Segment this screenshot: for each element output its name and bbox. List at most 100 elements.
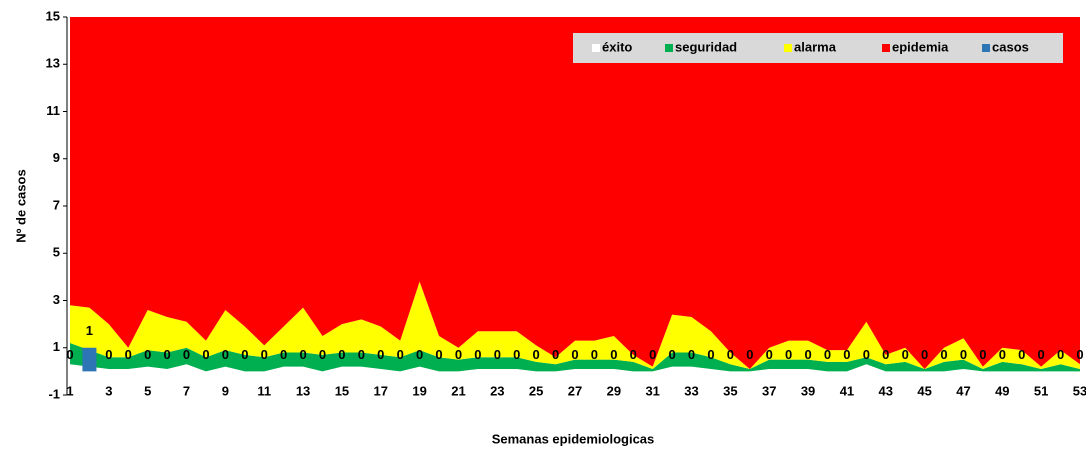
data-label: 0 <box>455 347 462 362</box>
data-label: 0 <box>940 347 947 362</box>
x-tick-label: 51 <box>1034 383 1048 398</box>
x-tick-label: 49 <box>995 383 1009 398</box>
area-2 <box>70 281 1080 370</box>
data-label: 0 <box>804 347 811 362</box>
data-label: 0 <box>1057 347 1064 362</box>
legend-marker <box>592 44 600 52</box>
data-label: 0 <box>299 347 306 362</box>
x-tick-label: 31 <box>645 383 659 398</box>
legend-label: alarma <box>794 39 837 54</box>
y-axis-label: Nº de casos <box>13 169 28 242</box>
x-tick-label: 47 <box>956 383 970 398</box>
x-tick-label: 3 <box>105 383 112 398</box>
x-tick-label: 17 <box>374 383 388 398</box>
y-tick-label: 7 <box>53 197 60 212</box>
data-label: 0 <box>416 347 423 362</box>
x-tick-label: 23 <box>490 383 504 398</box>
data-label: 0 <box>183 347 190 362</box>
data-label: 0 <box>105 347 112 362</box>
data-label: 0 <box>222 347 229 362</box>
data-label: 0 <box>474 347 481 362</box>
data-label: 0 <box>319 347 326 362</box>
y-tick-label: 3 <box>53 292 60 307</box>
y-tick-label: 15 <box>46 8 60 23</box>
data-label: 0 <box>533 347 540 362</box>
x-tick-label: 43 <box>879 383 893 398</box>
data-label: 0 <box>824 347 831 362</box>
data-label: 0 <box>863 347 870 362</box>
x-tick-label: 21 <box>451 383 465 398</box>
data-label: 0 <box>591 347 598 362</box>
data-label: 0 <box>999 347 1006 362</box>
x-tick-label: 9 <box>222 383 229 398</box>
legend-marker <box>665 44 673 52</box>
x-tick-label: 27 <box>568 383 582 398</box>
legend-label: éxito <box>602 39 632 54</box>
data-label: 0 <box>241 347 248 362</box>
x-tick-label: 25 <box>529 383 543 398</box>
x-tick-label: 1 <box>66 383 73 398</box>
data-label: 0 <box>610 347 617 362</box>
data-label: 0 <box>785 347 792 362</box>
data-label: 0 <box>1018 347 1025 362</box>
data-label: 0 <box>688 347 695 362</box>
data-label: 0 <box>261 347 268 362</box>
data-label: 0 <box>882 347 889 362</box>
data-label: 0 <box>727 347 734 362</box>
data-label: 0 <box>843 347 850 362</box>
x-tick-label: 11 <box>257 383 271 398</box>
data-label: 0 <box>125 347 132 362</box>
x-tick-label: 37 <box>762 383 776 398</box>
legend-marker <box>882 44 890 52</box>
legend-label: seguridad <box>675 39 737 54</box>
data-label: 0 <box>144 347 151 362</box>
x-tick-label: 45 <box>917 383 931 398</box>
y-tick-label: 11 <box>46 103 60 118</box>
data-label: 0 <box>1076 347 1083 362</box>
data-label: 0 <box>1038 347 1045 362</box>
x-tick-label: 33 <box>684 383 698 398</box>
data-label: 0 <box>513 347 520 362</box>
legend-marker <box>784 44 792 52</box>
x-tick-label: 53 <box>1073 383 1086 398</box>
data-label: 0 <box>766 347 773 362</box>
legend-box <box>573 33 1063 63</box>
area-0 <box>70 364 1080 372</box>
x-tick-label: 15 <box>335 383 349 398</box>
data-label: 0 <box>66 347 73 362</box>
x-tick-label: 13 <box>296 383 310 398</box>
x-tick-label: 7 <box>183 383 190 398</box>
data-label: 0 <box>163 347 170 362</box>
legend-label: casos <box>992 39 1029 54</box>
data-label: 0 <box>960 347 967 362</box>
data-label: 0 <box>649 347 656 362</box>
data-label: 0 <box>552 347 559 362</box>
legend-marker <box>982 44 990 52</box>
data-label: 0 <box>668 347 675 362</box>
data-label: 0 <box>435 347 442 362</box>
x-tick-label: 19 <box>412 383 426 398</box>
x-axis-label: Semanas epidemiologicas <box>492 431 655 446</box>
data-label: 0 <box>902 347 909 362</box>
x-tick-label: 39 <box>801 383 815 398</box>
y-tick-label: 9 <box>53 150 60 165</box>
data-label: 0 <box>358 347 365 362</box>
data-label: 0 <box>630 347 637 362</box>
data-label: 0 <box>921 347 928 362</box>
data-label: 0 <box>338 347 345 362</box>
y-tick-label: 5 <box>53 245 60 260</box>
data-label: 0 <box>707 347 714 362</box>
x-tick-label: 41 <box>840 383 854 398</box>
data-label: 0 <box>571 347 578 362</box>
data-label: 0 <box>397 347 404 362</box>
data-label: 0 <box>377 347 384 362</box>
data-label: 0 <box>746 347 753 362</box>
bar <box>82 347 97 372</box>
y-tick-label: 13 <box>46 56 60 71</box>
data-label: 0 <box>280 347 287 362</box>
area-3 <box>70 17 1080 370</box>
x-tick-label: 5 <box>144 383 151 398</box>
y-tick-label: 1 <box>53 339 60 354</box>
x-tick-label: 35 <box>723 383 737 398</box>
data-label: 0 <box>494 347 501 362</box>
